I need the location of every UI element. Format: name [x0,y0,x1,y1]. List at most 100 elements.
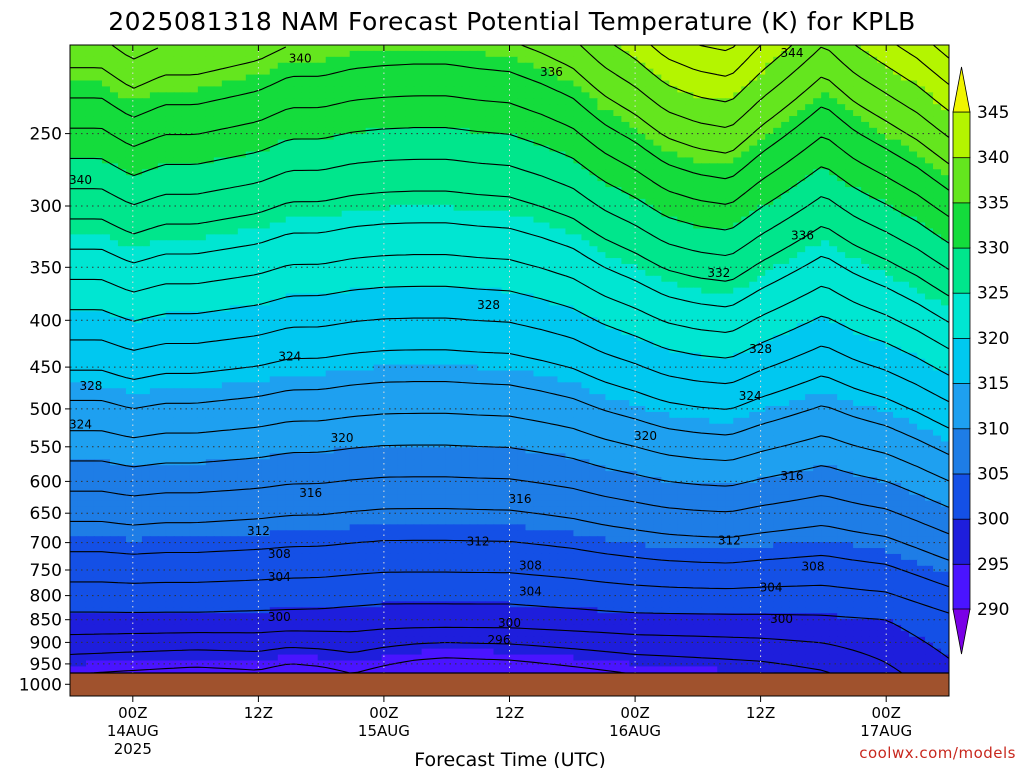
band-cell [141,311,151,318]
band-cell [677,62,686,70]
band-cell [165,293,175,301]
band-cell [269,104,279,111]
band-cell [253,74,263,82]
band-cell [877,133,886,141]
band-cell [189,281,199,289]
band-cell [645,252,655,259]
band-cell [221,104,231,111]
band-cell [941,68,949,76]
band-cell [845,287,854,295]
band-cell [597,68,607,76]
band-cell [85,187,95,194]
band-cell [757,187,766,194]
band-cell [829,252,838,259]
band-cell [757,299,766,307]
band-cell [405,281,415,289]
band-cell [165,275,175,283]
band-cell [77,181,87,188]
band-cell [773,263,782,271]
band-cell [405,263,415,271]
band-cell [485,234,495,241]
band-cell [469,74,479,82]
band-cell [525,163,535,170]
band-cell [869,187,878,194]
band-cell [733,151,742,159]
band-cell [749,139,758,147]
band-cell [853,187,862,194]
band-cell [189,86,199,94]
band-cell [861,281,870,289]
band-cell [189,287,199,295]
band-cell [109,127,119,135]
band-cell [493,133,503,141]
band-cell [213,45,223,52]
band-cell [213,222,223,230]
band-cell [389,121,399,129]
band-cell [277,50,287,58]
band-cell [597,80,607,88]
band-cell [589,299,599,307]
band-cell [581,68,591,76]
band-cell [181,281,191,289]
band-cell [213,151,223,159]
band-cell [421,192,431,200]
band-cell [277,222,287,230]
band-cell [453,110,463,117]
band-cell [485,80,495,88]
band-cell [325,246,335,253]
band-cell [421,287,431,295]
band-cell [165,110,175,117]
band-cell [797,275,806,283]
band-cell [349,151,359,159]
band-cell [293,311,303,318]
band-cell [797,151,806,159]
band-cell [877,110,886,117]
band-cell [293,305,303,313]
band-cell [877,56,886,64]
band-cell [565,163,575,170]
band-cell [173,68,183,76]
band-cell [717,121,726,129]
band-cell [869,116,878,123]
band-cell [325,92,335,99]
band-cell [213,127,223,135]
band-cell [701,74,710,82]
band-cell [869,68,878,76]
band-cell [909,74,918,82]
band-cell [925,305,934,313]
band-cell [173,50,183,58]
band-cell [365,145,375,153]
band-cell [709,210,718,218]
band-cell [285,139,295,147]
band-cell [309,169,319,176]
band-cell [213,311,223,318]
band-cell [181,175,191,182]
band-cell [805,86,814,94]
band-cell [877,181,886,188]
band-cell [421,187,431,194]
band-cell [77,175,87,182]
band-cell [645,204,655,212]
band-cell [589,198,599,206]
band-cell [397,169,407,176]
band-cell [429,311,439,318]
band-cell [189,98,199,105]
band-cell [493,305,503,313]
band-cell [493,240,503,247]
band-cell [909,269,918,277]
band-cell [245,228,255,236]
band-cell [70,68,79,76]
band-cell [837,45,846,52]
band-cell [885,287,894,295]
band-cell [189,311,199,318]
band-cell [653,104,663,111]
band-cell [941,62,949,70]
band-cell [533,68,543,76]
band-cell [317,216,327,224]
band-cell [557,169,567,176]
band-cell [717,187,726,194]
band-cell [509,187,519,194]
band-cell [813,92,822,99]
band-cell [333,45,343,52]
